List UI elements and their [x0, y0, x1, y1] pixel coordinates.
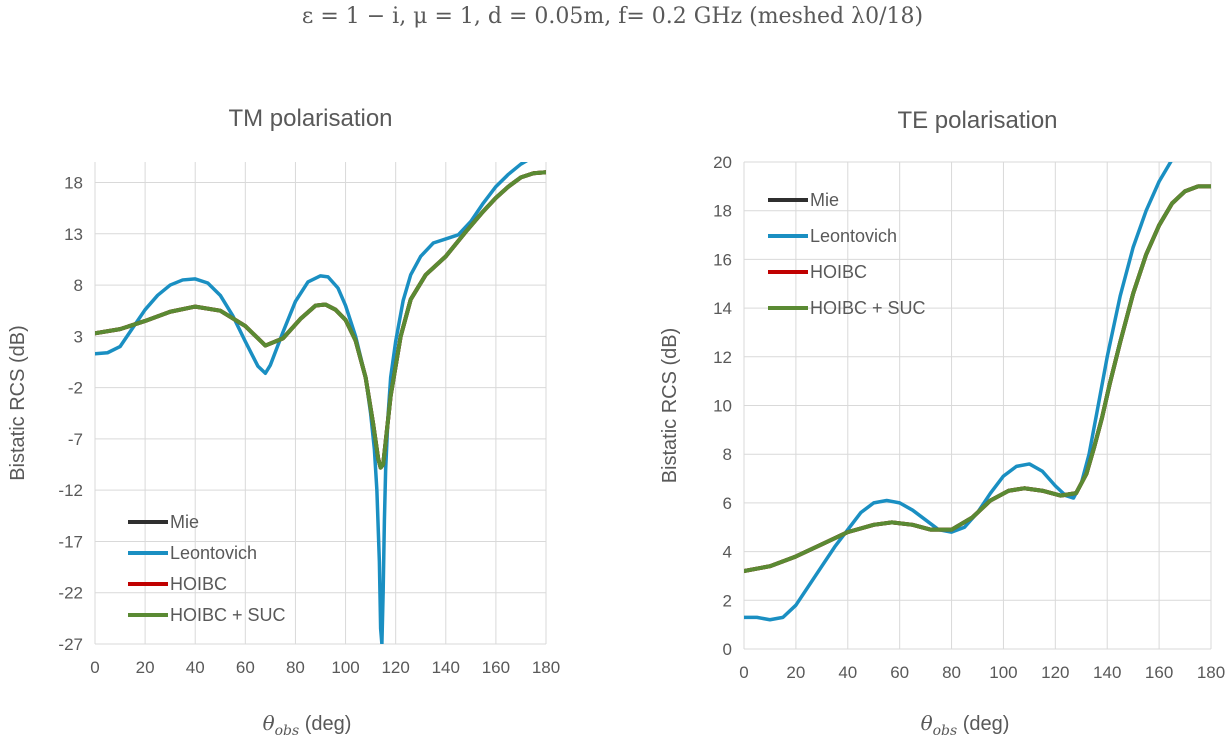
x-tick-label: 140: [432, 658, 460, 677]
x-tick-label: 180: [1197, 663, 1225, 682]
x-tick-label: 60: [236, 658, 255, 677]
y-tick-label: -22: [58, 584, 83, 603]
x-axis-label: θobs (deg): [263, 711, 352, 739]
x-axis-label-subscript: obs: [275, 723, 300, 739]
x-tick-label: 160: [482, 658, 510, 677]
x-tick-label: 40: [186, 658, 205, 677]
legend-label: Leontovich: [170, 543, 257, 563]
x-tick-label: 60: [890, 663, 909, 682]
legend-label: Mie: [810, 190, 839, 210]
legend: Mie Leontovich HOIBC HOIBC + SUC: [128, 512, 286, 625]
y-tick-label: 8: [74, 276, 83, 295]
y-tick-label: 2: [723, 591, 732, 610]
x-tick-label: 160: [1145, 663, 1173, 682]
y-axis-label: Bistatic RCS (dB): [7, 325, 29, 481]
y-tick-label: -17: [58, 532, 83, 551]
x-axis-label-symbol: θ: [921, 711, 933, 735]
legend-label: HOIBC: [170, 574, 227, 594]
legend-label: HOIBC + SUC: [170, 605, 286, 625]
x-tick-label: 120: [381, 658, 409, 677]
series-lines: [744, 162, 1211, 622]
chart-2: 0 20 40 60 80 100 120 140 160 180 0 2 4 6 8 10 12 14 16 18 2…: [659, 107, 1225, 739]
x-tick-label: 80: [942, 663, 961, 682]
x-tick-label: 20: [786, 663, 805, 682]
y-tick-label: -12: [58, 481, 83, 500]
series-lines: [95, 162, 546, 644]
legend-label: HOIBC: [810, 262, 867, 282]
y-axis-label: Bistatic RCS (dB): [659, 328, 681, 484]
x-tick-label: 80: [286, 658, 305, 677]
y-tick-label: 12: [713, 348, 732, 367]
x-axis-label-symbol: θ: [263, 711, 275, 735]
legend: Mie Leontovich HOIBC HOIBC + SUC: [768, 190, 926, 318]
x-axis-label: θobs (deg): [921, 711, 1010, 739]
legend-label: Mie: [170, 512, 199, 532]
y-tick-label: 0: [723, 640, 732, 659]
x-axis-label-unit: (deg): [299, 713, 351, 735]
y-tick-label: -2: [68, 379, 83, 398]
x-tick-label: 40: [838, 663, 857, 682]
x-axis-label-subscript: obs: [933, 723, 958, 739]
y-tick-label: 6: [723, 494, 732, 513]
y-tick-label: 8: [723, 445, 732, 464]
x-tick-label: 180: [532, 658, 560, 677]
series-line-leontovich: [95, 162, 529, 644]
y-tick-label: 20: [713, 153, 732, 172]
figure-title: ε = 1 − i, μ = 1, d = 0.05m, f= 0.2 GHz …: [301, 4, 924, 29]
y-tick-label: 4: [723, 543, 732, 562]
x-tick-label: 20: [136, 658, 155, 677]
x-tick-label: 100: [331, 658, 359, 677]
y-tick-label: -7: [68, 430, 83, 449]
y-tick-label: 18: [64, 174, 83, 193]
x-axis-label-unit: (deg): [957, 713, 1009, 735]
y-tick-label: -27: [58, 635, 83, 654]
y-tick-label: 16: [713, 250, 732, 269]
series-line-hoibc-suc: [95, 170, 546, 470]
x-tick-label: 100: [989, 663, 1017, 682]
x-tick-label: 120: [1041, 663, 1069, 682]
x-tick-label: 0: [739, 663, 748, 682]
y-tick-label: 14: [713, 299, 732, 318]
y-tick-label: 18: [713, 202, 732, 221]
series-line-hoibc-suc: [744, 184, 1211, 574]
chart-title: TE polarisation: [897, 107, 1057, 134]
y-tick-label: 3: [74, 327, 83, 346]
legend-label: Leontovich: [810, 226, 897, 246]
y-tick-label: 13: [64, 225, 83, 244]
series-line-leontovich: [744, 162, 1173, 622]
y-tick-label: 10: [713, 397, 732, 416]
x-tick-label: 140: [1093, 663, 1121, 682]
x-tick-label: 0: [90, 658, 99, 677]
chart-title: TM polarisation: [228, 105, 392, 132]
chart-1: 0 20 40 60 80 100 120 140 160 180 18 13 8 3 -2 -7 -12 -17…: [7, 105, 560, 739]
legend-label: HOIBC + SUC: [810, 298, 926, 318]
